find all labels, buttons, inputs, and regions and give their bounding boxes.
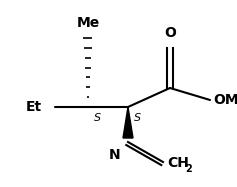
Text: OMe: OMe [213,93,237,107]
Text: 2: 2 [185,164,192,174]
Text: S: S [94,113,101,123]
Polygon shape [123,107,133,138]
Text: S: S [134,113,141,123]
Text: Me: Me [76,16,100,30]
Text: CH: CH [167,156,189,170]
Text: O: O [164,26,176,40]
Text: Et: Et [26,100,42,114]
Text: N: N [108,148,120,162]
